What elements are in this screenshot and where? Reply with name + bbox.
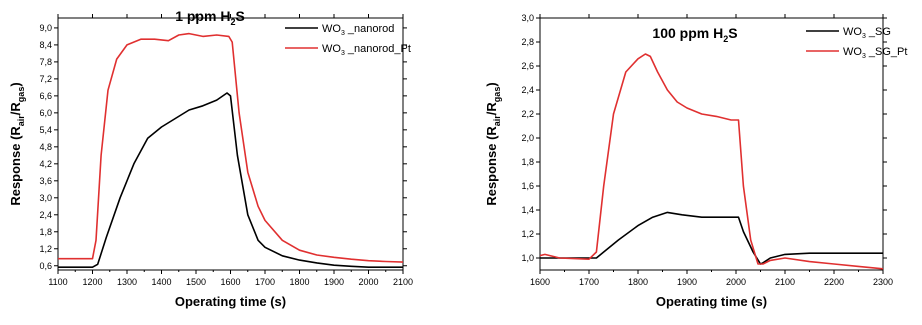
chart2-title-sub: 2 [723,34,728,44]
chart2-legend-label-a: WO [843,46,862,58]
chart1-legend-label-sub: 3 [341,50,345,57]
chart1-y-axis-label: Response (Rair/Rgas) [8,82,26,205]
chart1-x-tick-label: 1400 [151,277,171,287]
chart2-legend-label-sub: 3 [862,33,866,40]
chart2-legend-label-b: _SG_Pt [866,46,908,58]
chart1-y-tick-label: 7,2 [39,74,52,84]
chart2-y-tick-label: 1,0 [521,253,534,263]
chart1-y-tick-label: 4,8 [39,142,52,152]
chart1-x-tick-label: 1100 [48,277,67,287]
chart1-y-label-sub1: air [16,115,26,127]
chart2-legend-label-1: WO3 _SG [843,26,891,40]
chart1-y-tick-label: 6,0 [39,108,52,118]
chart2-legend-label-a: WO [843,26,862,38]
chart2-y-tick-label: 2,6 [521,61,534,71]
chart2-series-line-1 [540,211,883,265]
chart1-x-tick-label: 2000 [358,277,378,287]
chart2-y-tick-label: 2,8 [521,37,534,47]
chart1-title: 1 ppm H2S [175,8,245,27]
chart2-y-label-end: ) [484,82,499,86]
chart2-legend-label-2: WO3 _SG_Pt [843,46,907,60]
chart2-x-tick-label: 1700 [579,277,599,287]
chart1-y-tick-label: 7,8 [39,57,52,67]
chart2-y-axis-label: Response (Rair/Rgas) [484,82,502,205]
chart1-y-tick-label: 5,4 [39,125,52,135]
chart1-legend-label-a: WO [322,43,341,55]
chart1-y-tick-label: 8,4 [39,40,52,50]
chart2-y-label-sub2: gas [492,87,502,103]
chart1-y-tick-label: 2,4 [39,210,52,220]
chart1-x-tick-label: 1500 [186,277,206,287]
chart2-x-tick-label: 2100 [775,277,795,287]
chart2-x-tick-label: 1800 [628,277,648,287]
chart1-y-tick-label: 0,6 [39,261,52,271]
chart1-y-label-sub2: gas [16,87,26,103]
chart2-plot-frame [539,17,884,271]
chart1-y-tick-label: 1,2 [39,244,52,254]
chart1-x-axis-label: Operating time (s) [175,294,286,309]
chart1-legend-label-b: _nanorod_Pt [345,43,411,55]
chart1-x-tick-label: 1900 [324,277,344,287]
chart2-x-tick-label: 2000 [726,277,746,287]
chart1-title-sub: 2 [230,17,235,27]
chart2-y-label-sub1: air [492,115,502,127]
chart1-series-line-1 [58,92,403,269]
chart2-y-tick-label: 3,0 [521,13,534,23]
chart1-legend-label-1: WO3 _nanorod [322,23,394,37]
chart1-x-tick-label: 1200 [82,277,102,287]
chart1-title-tail: S [235,8,244,24]
chart2-title-tail: S [728,25,737,41]
chart1-y-tick-label: 4,2 [39,159,52,169]
chart2-series-line-2 [539,53,884,270]
chart2-y-tick-label: 2,2 [521,109,534,119]
chart2-y-tick-label: 1,2 [521,229,534,239]
chart2-x-tick-label: 2300 [873,277,893,287]
chart1-y-label-end: ) [8,82,23,86]
chart1-y-tick-label: 1,8 [39,227,52,237]
chart1-y-tick-label: 6,6 [39,91,52,101]
chart1-x-tick-label: 1700 [255,277,275,287]
chart2-x-tick-label: 1600 [530,277,550,287]
chart2-x-tick-label: 2200 [824,277,844,287]
chart1-title-main: 1 ppm H [175,8,230,24]
chart1-legend-label-b: _nanorod [345,23,395,35]
chart1-x-tick-label: 1600 [220,277,240,287]
chart2-y-tick-label: 2,4 [521,85,534,95]
chart1-x-tick-label: 1300 [117,277,137,287]
chart1-y-tick-label: 9,0 [39,23,52,33]
chart2-x-axis-label: Operating time (s) [656,294,767,309]
chart1-legend-label-a: WO [322,23,341,35]
chart2-x-tick-label: 1900 [677,277,697,287]
chart2-legend-label-sub: 3 [862,53,866,60]
chart2-y-tick-label: 2,0 [521,133,534,143]
chart1-x-tick-label: 1800 [289,277,309,287]
chart1-y-tick-label: 3,6 [39,176,52,186]
chart2-title: 100 ppm H2S [652,25,737,44]
chart2-y-tick-label: 1,4 [521,205,534,215]
chart1-y-label-mid: /R [8,102,23,116]
chart1-legend-label-sub: 3 [341,30,345,37]
chart2-y-tick-label: 1,8 [521,157,534,167]
chart1-series-line-2 [58,32,404,263]
chart1-plot-frame [57,17,404,271]
chart1-x-tick-label: 2100 [393,277,413,287]
chart2-y-tick-label: 1,6 [521,181,534,191]
chart1-y-tick-label: 3,0 [39,193,52,203]
chart2-y-label-main: Response (R [484,126,499,206]
chart1-legend-label-2: WO3 _nanorod_Pt [322,43,411,57]
chart1-y-label-main: Response (R [8,126,23,206]
chart2-title-main: 100 ppm H [652,25,723,41]
chart2-y-label-mid: /R [484,102,499,116]
chart2-legend-label-b: _SG [866,26,891,38]
